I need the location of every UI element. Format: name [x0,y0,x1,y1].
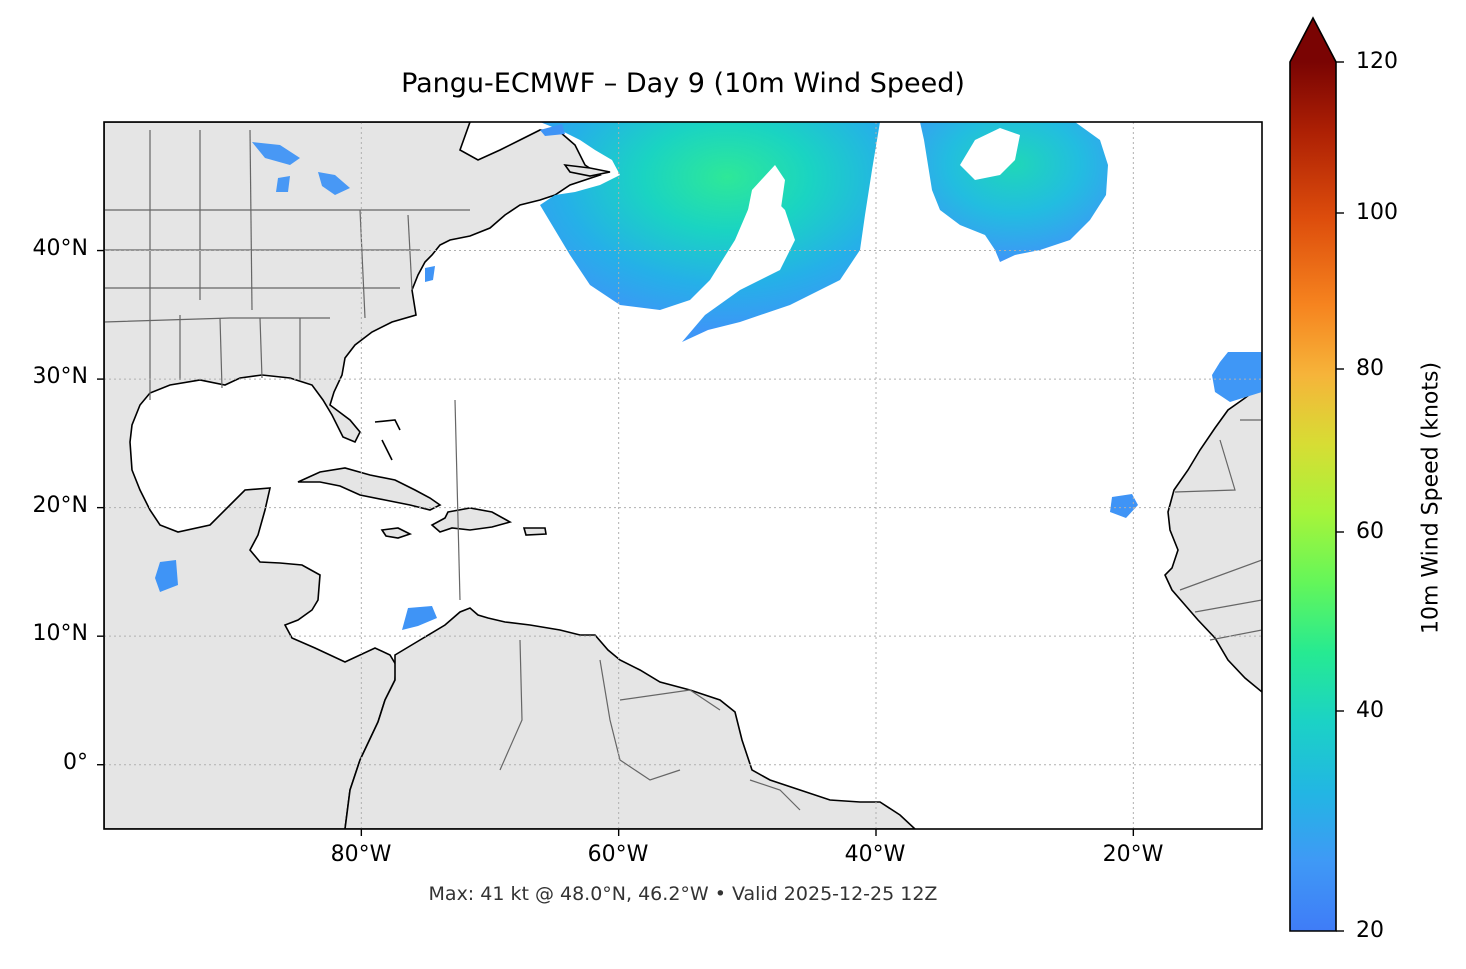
lon-tick-label: 20°W [1102,842,1164,867]
gridlines [104,122,1262,829]
wind-tehuantepec [155,560,178,592]
lat-tick-label: 10°N [32,621,88,646]
lon-tick-label: 80°W [330,842,392,867]
colorbar-tick-label: 120 [1356,49,1398,74]
colorbar-tick-label: 60 [1356,519,1384,544]
axis-ticks [97,249,1135,836]
wind-gap-central [748,165,785,220]
map-frame [103,121,1263,830]
wind-canary [1212,352,1262,402]
wind-speed-shading [155,122,1262,630]
wind-cape-verde [1110,494,1138,518]
map-title: Pangu-ECMWF – Day 9 (10m Wind Speed) [401,68,965,99]
colorbar-outline [1289,16,1337,932]
map-panel [104,122,1262,829]
land-bahamas [374,419,401,461]
lat-tick-label: 0° [63,750,88,775]
lat-tick-label: 20°N [32,493,88,518]
land-puerto-rico [522,527,547,536]
wind-swirl-central-atlantic [540,122,880,342]
lon-tick-label: 60°W [587,842,649,867]
colorbar-tick-label: 100 [1356,200,1398,225]
colorbar-tick-label: 40 [1356,698,1384,723]
land-cuba [297,467,442,511]
wind-great-lakes [252,142,350,195]
lat-tick-label: 30°N [32,364,88,389]
land-north-america [104,122,602,829]
lat-tick-label: 40°N [32,236,88,261]
wind-gap-northeast [960,128,1020,180]
colorbar-fill [1290,62,1336,931]
colorbar-tick-label: 80 [1356,356,1384,381]
land-pei [563,163,611,177]
political-borders [104,129,1262,811]
colorbar-tick-label: 20 [1356,918,1384,943]
land-africa [1164,383,1262,694]
map-footer-max-info: Max: 41 kt @ 48.0°N, 46.2°W • Valid 2025… [428,883,938,905]
colorbar [1289,16,1344,932]
colorbar-ticks [1336,61,1344,932]
lon-tick-label: 40°W [844,842,906,867]
colorbar-extend-arrow [1290,18,1336,62]
land-south-america [344,607,917,829]
land-jamaica [380,527,413,539]
wind-caribbean [402,606,437,630]
colorbar-axis-label: 10m Wind Speed (knots) [1418,361,1444,635]
land-hispaniola [430,507,513,533]
